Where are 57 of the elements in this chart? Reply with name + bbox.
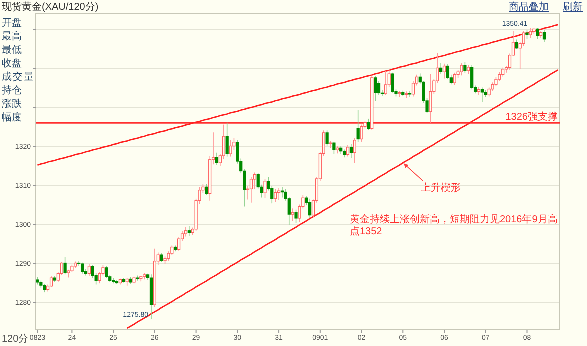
text: 最低: [2, 45, 22, 56]
candlestick: [405, 91, 408, 99]
candlestick: [529, 28, 532, 39]
text: 刷新: [563, 1, 583, 13]
candlestick: [350, 144, 353, 158]
candlestick: [470, 65, 474, 90]
candlestick: [542, 30, 546, 42]
candlestick: [408, 90, 412, 98]
candlestick: [88, 264, 91, 277]
candlestick: [294, 209, 298, 224]
candlestick: [384, 70, 388, 96]
candlestick: [453, 72, 456, 86]
text: 成交量: [2, 71, 34, 83]
candlestick: [188, 226, 191, 236]
candlestick: [80, 262, 84, 274]
candlestick: [64, 257, 67, 275]
chart-title: 现货黄金(XAU/120分): [2, 1, 99, 13]
candlestick: [215, 152, 219, 166]
candlestick: [277, 188, 281, 201]
candlestick: [326, 130, 329, 146]
candlestick: [360, 124, 364, 142]
candlestick: [184, 227, 188, 238]
candlestick: [346, 144, 350, 158]
candlestick: [374, 76, 378, 102]
candlestick: [536, 28, 540, 40]
candlestick: [356, 110, 360, 143]
candlestick: [229, 140, 232, 158]
candlestick: [226, 122, 229, 158]
candlestick: [515, 39, 518, 50]
text: 幅度: [2, 112, 22, 124]
x-axis-title: 120分: [2, 333, 29, 345]
candlestick: [391, 72, 394, 94]
candlestick: [480, 87, 484, 103]
candlestick: [460, 63, 464, 76]
ref-line-label: 1326强支撑: [506, 111, 558, 124]
text: 开盘: [2, 17, 22, 29]
candlestick: [274, 188, 278, 202]
text: 持仓: [2, 84, 22, 96]
candlestick: [464, 62, 467, 74]
candlestick: [50, 276, 54, 288]
candlestick: [308, 198, 312, 219]
text: 涨跌: [2, 98, 22, 110]
candlestick: [105, 266, 108, 279]
candlestick: [429, 74, 432, 124]
text: 最高: [2, 30, 22, 42]
candlestick: [332, 142, 336, 154]
candlestick: [250, 177, 254, 204]
candlestick: [205, 184, 208, 196]
text: 收盘: [2, 58, 22, 70]
candlestick: [440, 62, 443, 74]
candlestick: [367, 118, 370, 131]
candlestick: [291, 208, 294, 222]
candlestick: [442, 64, 446, 80]
candlestick: [353, 138, 356, 164]
candlestick: [264, 179, 267, 199]
annotation: 黄金持续上涨创新高，短期阻力见2016年9月高点1352: [350, 214, 558, 238]
text: 商品叠加: [509, 1, 549, 13]
